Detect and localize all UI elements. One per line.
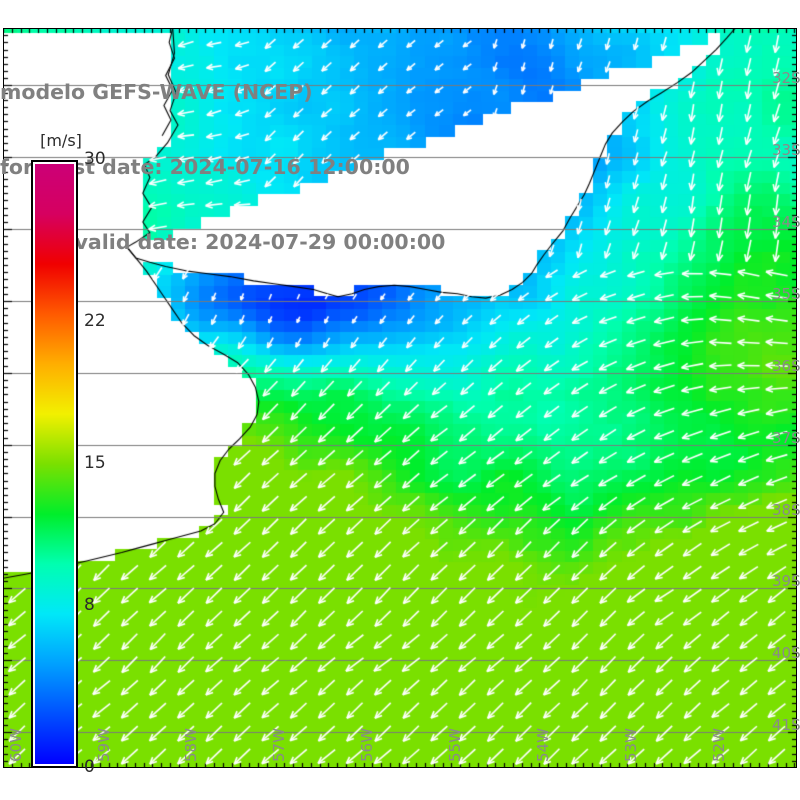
lon-label-58W: 58W: [182, 728, 201, 762]
lat-label-37S: 37S: [772, 428, 800, 447]
lon-label-53W: 53W: [622, 728, 641, 762]
lat-label-35S: 35S: [772, 285, 800, 303]
lon-label-55W: 55W: [446, 728, 465, 762]
lon-label-57W: 57W: [270, 728, 289, 762]
figure-title: modelo GEFS-WAVE (NCEP) forecast date: 2…: [0, 30, 520, 305]
map-plot-area[interactable]: [3, 28, 797, 768]
lon-label-52W: 52W: [710, 728, 729, 762]
colorbar-tick-30: 30: [84, 149, 106, 169]
colorbar-tick-8: 8: [84, 594, 95, 615]
title-valid-date: valid date: 2024-07-29 00:00:00: [74, 230, 446, 254]
colorbar-tick-0: 0: [84, 757, 95, 777]
lat-label-32S: 32S: [772, 69, 800, 88]
lat-label-40S: 40S: [772, 644, 800, 663]
lon-label-60W: 60W: [6, 728, 25, 762]
wind-direction-arrows: [3, 28, 797, 768]
colorbar-unit-label: [m/s]: [40, 131, 82, 150]
lat-label-39S: 39S: [772, 572, 800, 591]
title-forecast-date: forecast date: 2024-07-16 12:00:00: [0, 155, 410, 179]
lat-label-41S: 41S: [772, 716, 800, 735]
lon-label-59W: 59W: [94, 728, 113, 762]
colorbar-tick-22: 22: [84, 311, 106, 332]
colorbar-gradient: [34, 163, 75, 765]
title-model-line: modelo GEFS-WAVE (NCEP): [0, 80, 313, 104]
lat-label-36S: 36S: [772, 356, 800, 375]
lat-label-38S: 38S: [772, 500, 800, 519]
lon-label-54W: 54W: [534, 728, 553, 762]
lon-label-56W: 56W: [358, 728, 377, 762]
colorbar[interactable]: [31, 160, 78, 768]
colorbar-tick-15: 15: [84, 453, 106, 473]
lat-label-34S: 34S: [772, 213, 800, 232]
lat-label-33S: 33S: [772, 141, 800, 160]
